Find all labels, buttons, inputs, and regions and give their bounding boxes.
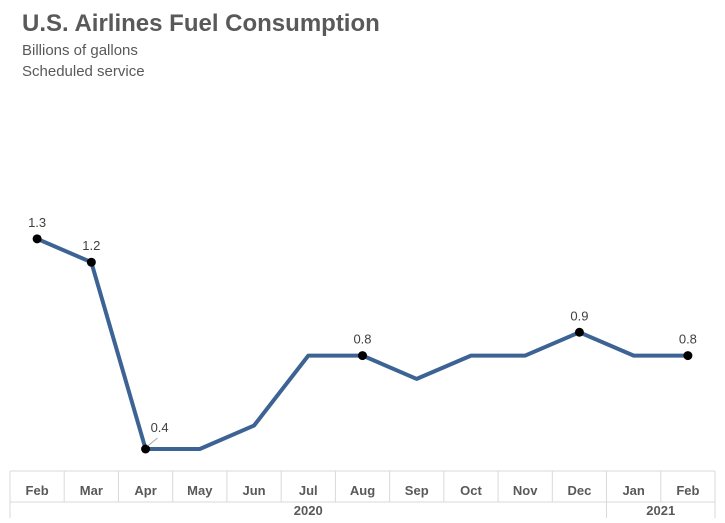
data-label: 0.4 [151, 420, 169, 435]
data-point-marker [86, 257, 96, 267]
chart-title: U.S. Airlines Fuel Consumption [22, 10, 380, 37]
x-tick-label: Feb [676, 483, 699, 498]
x-tick-label: Aug [350, 483, 375, 498]
x-tick-label: Mar [80, 483, 103, 498]
x-tick-label: Oct [460, 483, 482, 498]
data-label-leader [147, 437, 158, 447]
x-tick-label: Jun [242, 483, 265, 498]
x-tick-label: Feb [26, 483, 49, 498]
x-tick-label: Jul [299, 483, 318, 498]
chart-subtitle-service: Scheduled service [22, 63, 145, 80]
data-label: 0.9 [570, 308, 588, 323]
chart-subtitle-units: Billions of gallons [22, 42, 138, 59]
x-tick-label: May [187, 483, 213, 498]
x-tick-label: Dec [567, 483, 591, 498]
data-point-marker [141, 444, 151, 454]
x-tick-label: Jan [622, 483, 644, 498]
x-year-label: 2021 [646, 503, 675, 518]
data-label: 0.8 [679, 332, 697, 347]
data-label: 0.8 [353, 332, 371, 347]
x-tick-label: Apr [134, 483, 156, 498]
x-year-label: 2020 [294, 503, 323, 518]
data-label: 1.2 [82, 238, 100, 253]
x-tick-label: Nov [513, 483, 538, 498]
data-point-marker [32, 234, 42, 244]
data-label: 1.3 [28, 215, 46, 230]
data-point-marker [574, 327, 584, 337]
data-point-marker [358, 351, 367, 361]
x-tick-label: Sep [405, 483, 429, 498]
data-point-marker [683, 351, 693, 361]
